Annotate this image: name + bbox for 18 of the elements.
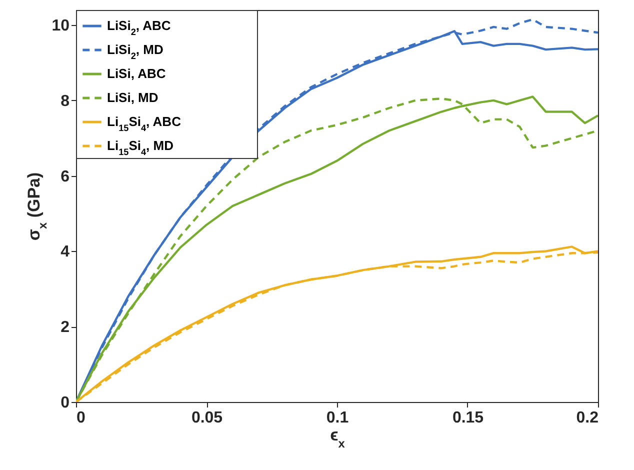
legend-label: LiSi$_{2}$, MD xyxy=(107,42,164,61)
y-tick-label: 4 xyxy=(60,244,70,261)
legend-label: LiSi, ABC xyxy=(107,66,166,81)
x-tick-label: 0.05 xyxy=(191,410,223,426)
x-axis-title: ϵ$_{x}$ xyxy=(330,426,346,450)
legend-label: Li$_{15}$Si$_{4}$, ABC xyxy=(107,114,182,133)
y-tick-label: 0 xyxy=(60,394,70,412)
legend-label: LiSi$_{2}$, ABC xyxy=(107,18,172,37)
x-tick-label: 0.15 xyxy=(452,410,484,426)
y-tick-label: 10 xyxy=(52,18,70,35)
legend-label: LiSi, MD xyxy=(107,90,158,105)
legend-label: Li$_{15}$Si$_{4}$, MD xyxy=(107,138,174,157)
x-tick-label: 0.2 xyxy=(576,410,599,426)
x-tick-label: 0 xyxy=(76,410,86,426)
x-tick-label: 0.1 xyxy=(326,410,349,426)
y-tick-label: 8 xyxy=(60,92,70,110)
y-tick-label: 6 xyxy=(60,168,70,186)
y-tick-label: 2 xyxy=(60,319,70,336)
